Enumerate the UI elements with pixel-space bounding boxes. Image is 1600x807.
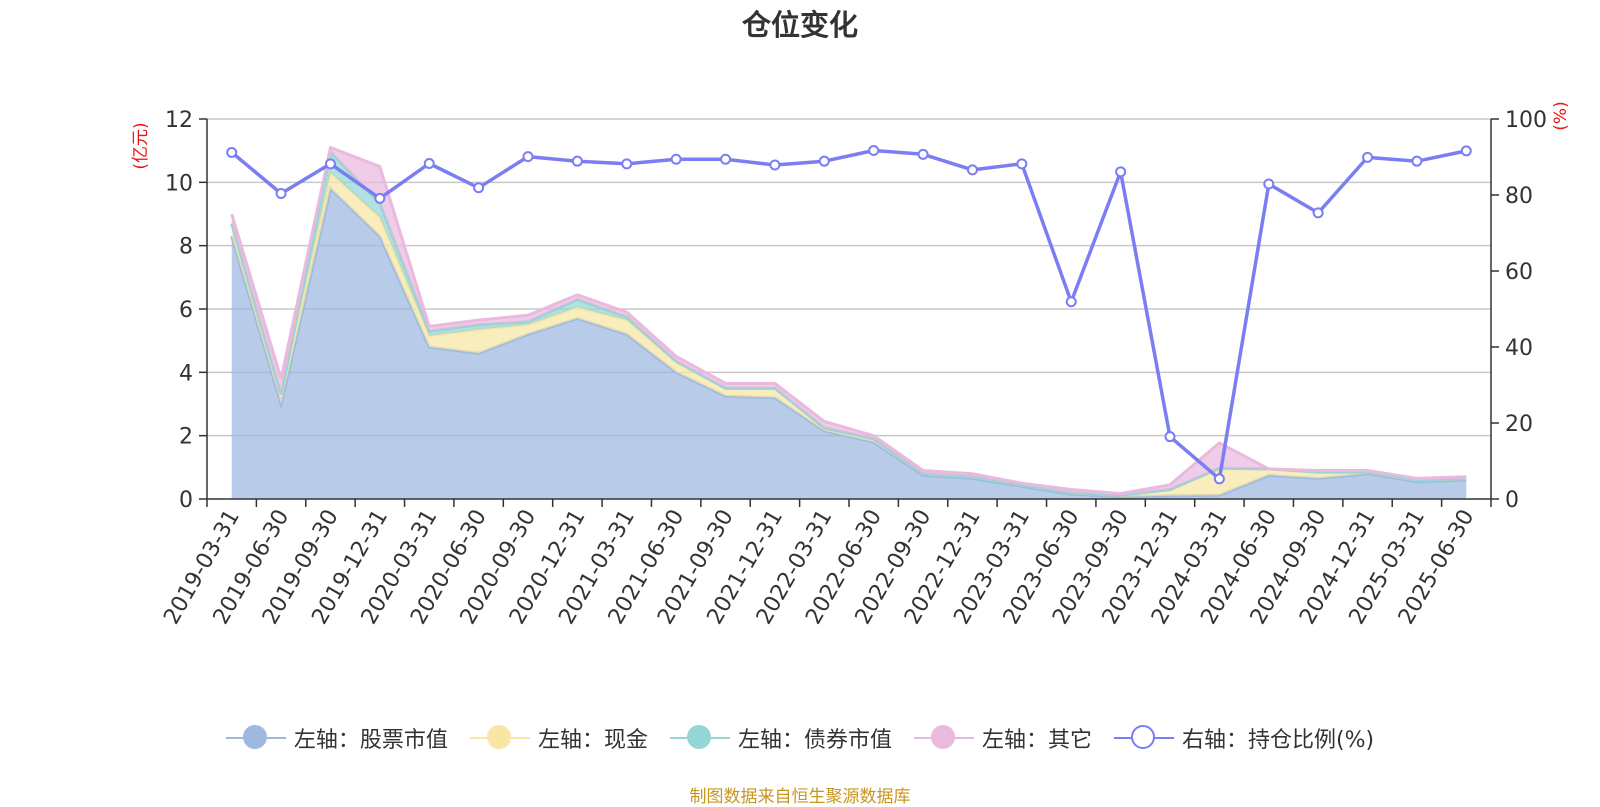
legend-label: 左轴：其它	[981, 728, 1092, 753]
legend: 左轴：股票市值 左轴：现金 左轴：债券市值 左轴：其它 右轴：持仓比例(%)	[0, 722, 1600, 759]
left-axis-tick-label: 6	[179, 298, 193, 323]
legend-item[interactable]: 左轴：股票市值	[225, 722, 448, 754]
legend-item[interactable]: 右轴：持仓比例(%)	[1113, 722, 1375, 754]
line-point	[423, 157, 435, 169]
area-series-1	[231, 172, 1467, 497]
line-point	[1115, 166, 1127, 178]
line-point	[1362, 151, 1374, 163]
area-series-edge-3	[230, 145, 1467, 496]
line-series-0	[230, 148, 1467, 481]
position-ratio-line	[226, 145, 1472, 485]
line-point	[1016, 158, 1028, 170]
legend-label: 左轴：现金	[537, 728, 648, 753]
left-axis-tick-label: 12	[165, 108, 193, 133]
right-axis-tick-label: 40	[1505, 336, 1533, 361]
legend-swatch	[469, 723, 530, 753]
right-axis-tick-label: 80	[1505, 184, 1533, 209]
right-axis-tick-label: 60	[1505, 260, 1533, 285]
line-point	[621, 158, 633, 170]
left-axis-tick-label: 8	[179, 235, 193, 260]
legend-item[interactable]: 左轴：其它	[913, 722, 1092, 754]
line-point	[868, 145, 880, 157]
line-point	[1411, 155, 1423, 167]
left-axis-tick-label: 0	[179, 488, 193, 513]
line-point	[226, 146, 238, 158]
line-point	[522, 151, 534, 163]
line-point	[1312, 207, 1324, 219]
line-point	[966, 164, 978, 176]
legend-swatch	[225, 723, 286, 753]
area-series-2	[231, 152, 1467, 496]
area-series-0	[231, 188, 1467, 499]
source-note: 制图数据来自恒生聚源数据库	[689, 787, 911, 807]
line-point	[1065, 296, 1077, 308]
legend-label: 左轴：债券市值	[737, 728, 892, 753]
line-point	[324, 158, 336, 170]
line-point	[769, 159, 781, 171]
line-point	[275, 187, 287, 199]
chart-title: 仓位变化	[741, 8, 858, 42]
left-axis-tick-label: 2	[179, 425, 193, 450]
line-point	[1460, 145, 1472, 157]
legend-label: 左轴：股票市值	[293, 728, 448, 753]
line-point	[917, 148, 929, 160]
line-point	[1263, 178, 1275, 190]
line-point	[720, 153, 732, 165]
line-point	[1164, 431, 1176, 443]
line-point	[374, 192, 386, 204]
legend-swatch	[669, 723, 730, 753]
line-point	[1213, 473, 1225, 485]
right-axis-tick-label: 0	[1505, 488, 1519, 513]
legend-label: 右轴：持仓比例(%)	[1181, 728, 1375, 753]
left-axis-label: (亿元)	[131, 122, 151, 169]
legend-item[interactable]: 左轴：现金	[469, 722, 648, 754]
right-axis-tick-label: 100	[1505, 108, 1547, 133]
stacked-areas	[230, 145, 1467, 499]
line-point	[670, 153, 682, 165]
line-point	[571, 155, 583, 167]
legend-swatch	[913, 723, 974, 753]
right-axis-label: (%)	[1551, 101, 1571, 130]
legend-swatch	[1113, 723, 1174, 753]
right-axis-tick-label: 20	[1505, 412, 1533, 437]
line-point	[818, 155, 830, 167]
legend-item[interactable]: 左轴：债券市值	[669, 722, 892, 754]
line-point	[473, 182, 485, 194]
left-axis-tick-label: 4	[179, 361, 193, 386]
left-axis-tick-label: 10	[165, 171, 193, 196]
